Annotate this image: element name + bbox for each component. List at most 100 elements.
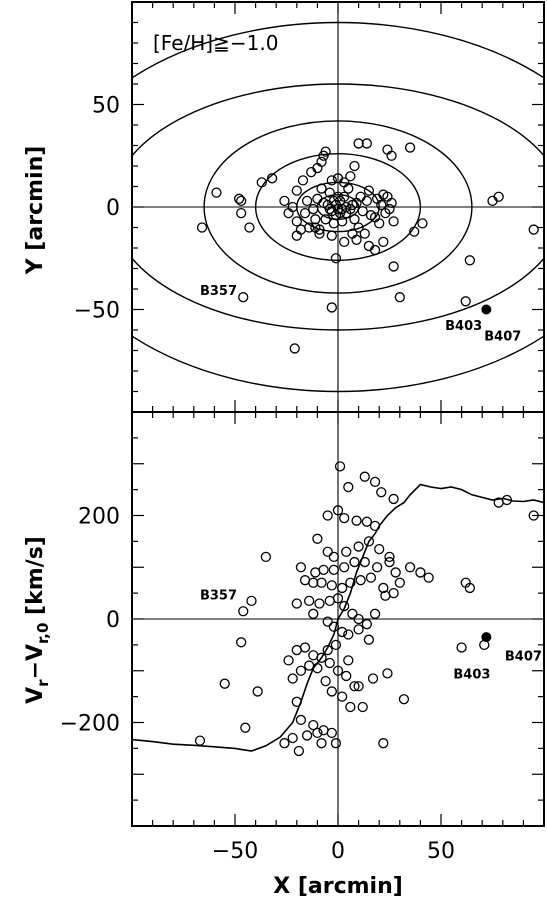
data-point [293,745,305,757]
data-point [353,138,364,149]
data-point [287,732,298,744]
x-tick-label: 0 [331,839,345,864]
filled-data-point [481,304,492,315]
data-point [404,562,416,573]
data-point [353,681,364,692]
data-point [382,668,393,679]
data-point [378,582,389,594]
data-point [339,191,350,202]
data-point [394,577,405,588]
data-point [196,222,208,233]
data-point [388,261,399,272]
data-point [353,541,364,552]
data-point [409,226,420,237]
data-point [339,236,350,248]
data-point [322,510,333,521]
data-point [328,621,340,632]
data-point [326,302,337,313]
object-label-b407: B407 [484,329,521,344]
data-point [279,738,290,749]
data-point [464,582,475,594]
data-point [369,608,381,619]
data-point [330,738,342,749]
data-point [367,673,379,684]
data-point [330,253,342,264]
data-point [252,686,263,697]
object-label-b407: B407 [505,649,542,664]
data-point [349,214,360,225]
data-point [353,613,364,625]
data-point [341,670,352,682]
data-point [369,520,381,531]
data-point [279,195,290,207]
data-point [246,595,257,607]
data-point [283,655,294,666]
data-point [363,240,375,252]
data-point [219,678,230,689]
data-point [345,701,356,713]
data-point [390,567,401,578]
data-point [359,228,370,239]
data-point [287,673,298,684]
data-point [326,230,337,241]
data-point [310,222,321,233]
y-tick-labels: −50 0 50 [74,94,120,324]
data-point [316,652,327,663]
data-point [336,626,348,638]
data-point [324,187,335,198]
data-point [378,738,389,749]
data-point [316,577,327,588]
data-point [528,224,539,235]
data-point [320,675,331,687]
data-point [236,207,247,219]
data-point [359,556,370,568]
data-point [332,191,344,202]
data-point [291,230,302,241]
data-point [322,644,333,656]
data-point [351,515,362,526]
data-point [353,222,364,233]
data-point [304,595,315,607]
data-point [361,516,372,527]
data-point [464,255,475,266]
data-point [233,193,245,204]
data-point [365,572,377,583]
data-point [339,512,350,524]
data-point [353,624,364,635]
data-point [326,686,337,697]
data-point [328,218,340,229]
data-point [361,195,372,207]
y-tick-label: −50 [74,299,120,324]
data-point [301,195,313,207]
tick-labels: −200 0 200 −50 0 50 [60,505,455,865]
data-point [326,175,337,186]
data-point [386,150,397,161]
data-point [194,735,206,746]
data-point [359,471,370,482]
y-axis-label-top: Y [arcmin] [23,146,48,276]
data-point [417,218,428,229]
data-point [363,185,375,196]
data-point [349,681,360,692]
data-point [291,598,302,609]
data-point [339,600,350,612]
data-point [260,551,272,563]
data-point [355,575,366,586]
data-point [369,476,381,488]
data-point [334,207,346,219]
data-point [236,637,247,648]
data-point [308,719,319,731]
data-point [384,556,395,568]
data-point [295,665,307,676]
data-point [363,536,375,547]
x-tick-label: −50 [212,839,258,864]
data-point [295,714,307,726]
data-point [341,546,352,557]
data-point [347,608,358,619]
data-point [339,562,350,573]
data-point [304,222,315,233]
cluster-points [196,138,539,354]
